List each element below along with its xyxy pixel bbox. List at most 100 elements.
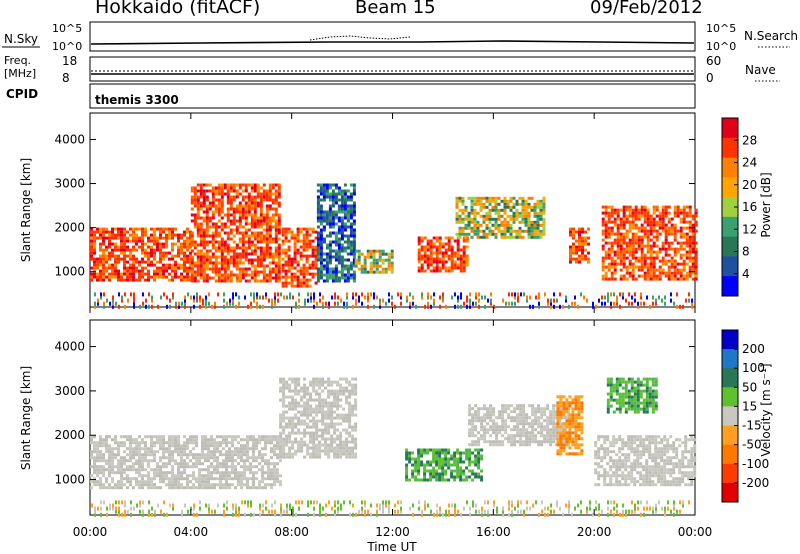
range-time-cell	[442, 295, 444, 300]
range-time-cell	[637, 304, 639, 309]
range-time-cell	[319, 210, 323, 214]
range-time-cell	[288, 386, 292, 390]
range-time-cell	[229, 301, 231, 306]
range-time-cell	[274, 255, 278, 259]
range-time-cell	[220, 192, 224, 196]
range-time-cell	[682, 232, 686, 236]
range-time-cell	[333, 446, 337, 450]
range-time-cell	[619, 250, 623, 254]
range-time-cell	[532, 304, 534, 309]
range-time-cell	[264, 483, 267, 487]
range-time-cell	[102, 486, 105, 490]
range-time-cell	[467, 220, 471, 224]
range-time-cell	[655, 253, 659, 257]
range-time-cell	[342, 413, 346, 417]
range-time-cell	[165, 275, 168, 279]
range-time-cell	[90, 450, 93, 454]
range-time-cell	[321, 401, 325, 405]
range-time-cell	[292, 295, 294, 300]
range-time-cell	[652, 259, 656, 263]
range-time-cell	[111, 462, 114, 466]
range-time-cell	[199, 273, 203, 277]
range-time-cell	[156, 242, 159, 246]
range-time-cell	[324, 446, 328, 450]
range-time-cell	[225, 435, 228, 439]
range-time-cell	[458, 232, 462, 236]
range-time-cell	[339, 446, 343, 450]
range-time-cell	[435, 469, 439, 473]
range-time-cell	[417, 269, 421, 273]
range-time-cell	[349, 267, 353, 271]
range-time-cell	[103, 292, 105, 297]
range-time-cell	[482, 217, 486, 221]
range-time-cell	[190, 273, 194, 277]
range-time-cell	[405, 466, 409, 470]
range-time-cell	[456, 242, 460, 246]
range-time-cell	[471, 469, 475, 473]
range-time-cell	[244, 201, 248, 205]
range-time-cell	[141, 260, 144, 264]
range-time-cell	[471, 431, 475, 435]
range-time-cell	[468, 469, 472, 473]
range-time-cell	[339, 455, 343, 459]
range-time-cell	[661, 259, 665, 263]
range-time-cell	[253, 186, 257, 190]
range-time-cell	[343, 264, 347, 268]
range-time-cell	[189, 263, 192, 267]
range-time-cell	[303, 431, 307, 435]
range-time-cell	[244, 270, 248, 274]
range-time-cell	[138, 275, 141, 279]
range-time-cell	[492, 440, 496, 444]
range-time-cell	[330, 410, 334, 414]
range-time-cell	[553, 304, 555, 309]
range-time-cell	[504, 428, 508, 432]
range-time-cell	[691, 223, 695, 227]
range-time-cell	[285, 395, 289, 399]
range-time-cell	[202, 279, 206, 283]
range-time-cell	[473, 208, 477, 212]
range-time-cell	[673, 238, 677, 242]
range-time-cell	[622, 250, 626, 254]
range-time-cell	[649, 247, 653, 251]
range-time-cell	[354, 452, 358, 456]
range-time-cell	[311, 245, 315, 249]
range-time-cell	[528, 416, 532, 420]
range-time-cell	[241, 273, 245, 277]
range-time-cell	[141, 453, 144, 457]
range-time-cell	[241, 243, 245, 247]
range-time-cell	[102, 254, 105, 258]
range-time-cell	[536, 214, 540, 218]
range-time-cell	[339, 392, 343, 396]
range-time-cell	[311, 230, 315, 234]
range-time-cell	[342, 377, 346, 381]
range-time-cell	[352, 246, 356, 250]
range-time-cell	[450, 269, 454, 273]
range-time-cell	[153, 483, 156, 487]
range-time-cell	[351, 428, 355, 432]
freq-panel	[89, 56, 696, 82]
range-time-cell	[216, 441, 219, 445]
range-time-cell	[682, 274, 686, 278]
range-time-cell	[527, 229, 531, 233]
range-time-cell	[168, 447, 171, 451]
range-time-cell	[99, 230, 102, 234]
range-time-cell	[503, 217, 507, 221]
range-time-cell	[646, 295, 648, 300]
range-time-cell	[417, 466, 421, 470]
range-time-cell	[287, 275, 291, 279]
range-time-cell	[471, 478, 475, 482]
range-time-cell	[328, 216, 332, 220]
range-time-cell	[241, 246, 245, 250]
range-time-cell	[655, 220, 659, 224]
range-time-cell	[302, 242, 306, 246]
range-time-cell	[321, 449, 325, 453]
range-time-cell	[253, 292, 255, 297]
range-time-cell	[679, 217, 683, 221]
range-time-cell	[186, 447, 189, 451]
range-time-cell	[93, 275, 96, 279]
range-time-cell	[664, 262, 668, 266]
range-time-cell	[135, 480, 138, 484]
range-time-cell	[253, 246, 257, 250]
range-time-cell	[241, 195, 245, 199]
range-time-cell	[372, 261, 376, 265]
